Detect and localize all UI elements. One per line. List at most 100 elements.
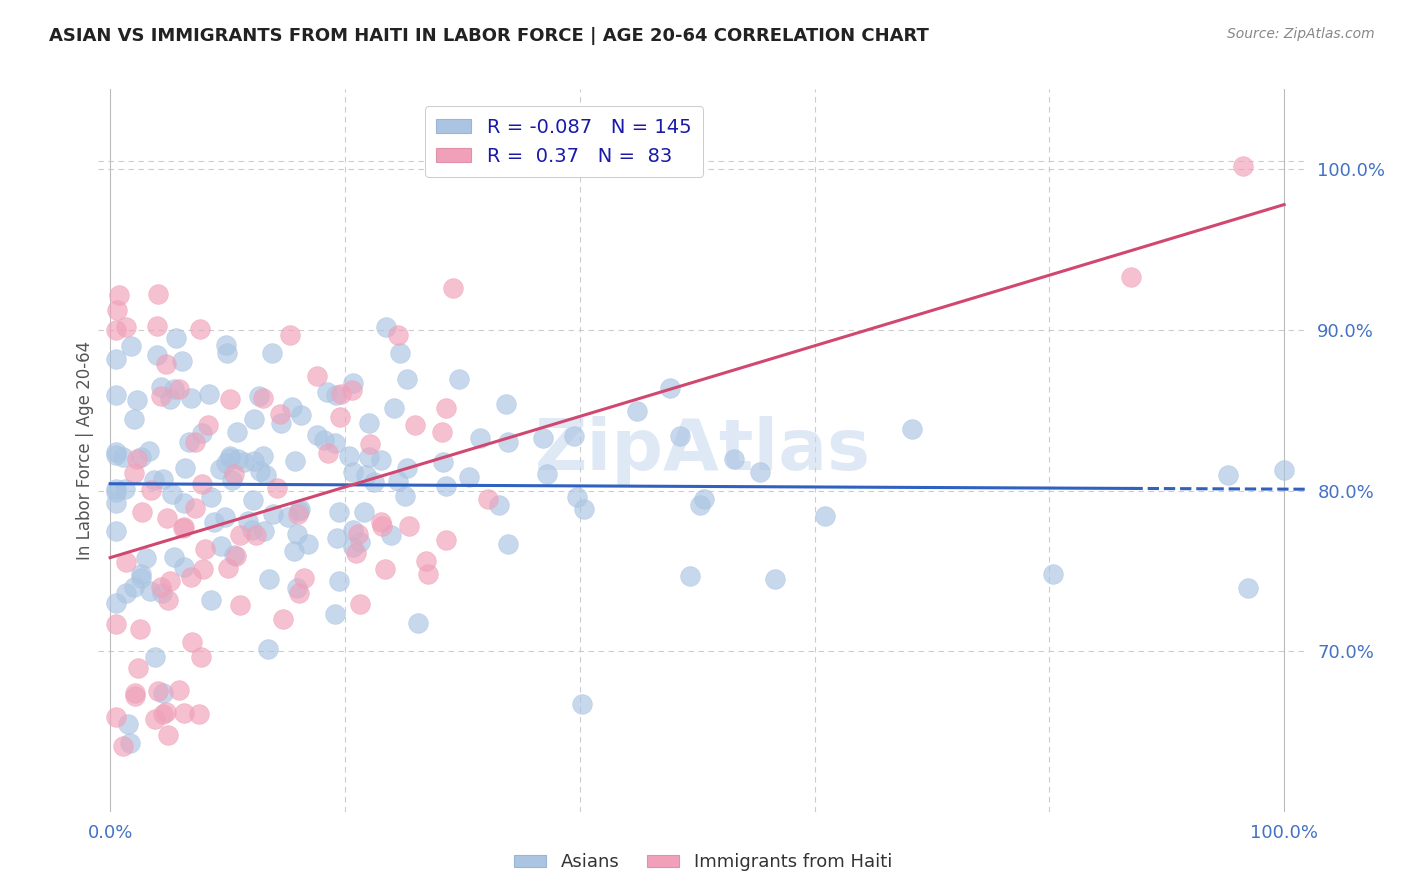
Asians [122,412,145,426]
Asians [214,509,236,524]
Asians [394,489,416,503]
Immigrants from Haiti [1121,270,1143,285]
Asians [173,559,195,574]
Asians [280,400,302,414]
Asians [180,391,202,405]
Asians [342,376,364,391]
Asians [284,454,307,468]
Immigrants from Haiti [188,322,211,336]
Asians [115,586,138,600]
Asians [105,445,128,459]
Asians [209,540,232,554]
Asians [233,454,256,468]
Immigrants from Haiti [155,705,177,719]
Asians [125,392,148,407]
Asians [468,431,491,445]
Asians [105,482,128,496]
Asians [139,583,162,598]
Asians [382,401,405,415]
Immigrants from Haiti [252,391,274,405]
Immigrants from Haiti [217,561,239,575]
Asians [118,736,141,750]
Immigrants from Haiti [173,519,195,533]
Asians [143,650,166,665]
Asians [395,372,418,386]
Asians [1272,463,1295,477]
Immigrants from Haiti [477,491,499,506]
Immigrants from Haiti [155,357,177,371]
Immigrants from Haiti [167,683,190,698]
Asians [249,464,271,478]
Asians [105,524,128,538]
Immigrants from Haiti [187,707,209,722]
Asians [105,596,128,610]
Asians [191,426,214,441]
Asians [432,455,454,469]
Asians [247,389,270,403]
Immigrants from Haiti [318,446,340,460]
Immigrants from Haiti [146,319,169,334]
Asians [159,392,181,406]
Asians [215,338,238,352]
Immigrants from Haiti [349,597,371,611]
Asians [173,496,195,510]
Asians [288,504,311,518]
Immigrants from Haiti [159,574,181,588]
Asians [219,450,242,465]
Immigrants from Haiti [346,527,368,541]
Asians [353,505,375,519]
Asians [214,456,236,470]
Asians [257,641,280,656]
Asians [215,346,238,360]
Immigrants from Haiti [149,389,172,403]
Text: Source: ZipAtlas.com: Source: ZipAtlas.com [1227,27,1375,41]
Asians [129,566,152,581]
Immigrants from Haiti [370,515,392,529]
Asians [297,536,319,550]
Asians [349,535,371,549]
Asians [105,352,128,367]
Immigrants from Haiti [387,328,409,343]
Immigrants from Haiti [441,281,464,295]
Asians [285,581,308,595]
Asians [375,320,398,334]
Immigrants from Haiti [115,556,138,570]
Asians [323,436,346,450]
Asians [495,397,517,411]
Asians [396,460,419,475]
Asians [659,381,682,395]
Asians [763,572,786,586]
Immigrants from Haiti [292,571,315,585]
Asians [111,450,134,465]
Asians [678,569,700,583]
Immigrants from Haiti [1232,159,1254,173]
Asians [531,431,554,445]
Asians [174,461,197,475]
Asians [565,490,588,504]
Asians [1042,566,1064,581]
Asians [120,339,142,353]
Immigrants from Haiti [266,481,288,495]
Asians [357,417,380,431]
Immigrants from Haiti [105,302,128,317]
Immigrants from Haiti [222,467,245,481]
Asians [305,428,328,442]
Immigrants from Haiti [124,686,146,700]
Asians [198,387,221,401]
Asians [496,537,519,551]
Immigrants from Haiti [219,392,242,407]
Immigrants from Haiti [229,528,252,542]
Asians [263,508,285,522]
Immigrants from Haiti [359,436,381,450]
Asians [142,473,165,487]
Asians [290,408,312,422]
Asians [290,502,312,516]
Asians [129,571,152,585]
Asians [260,345,283,359]
Immigrants from Haiti [434,401,457,415]
Immigrants from Haiti [329,387,352,401]
Immigrants from Haiti [146,287,169,301]
Immigrants from Haiti [167,382,190,396]
Asians [242,454,264,468]
Asians [283,543,305,558]
